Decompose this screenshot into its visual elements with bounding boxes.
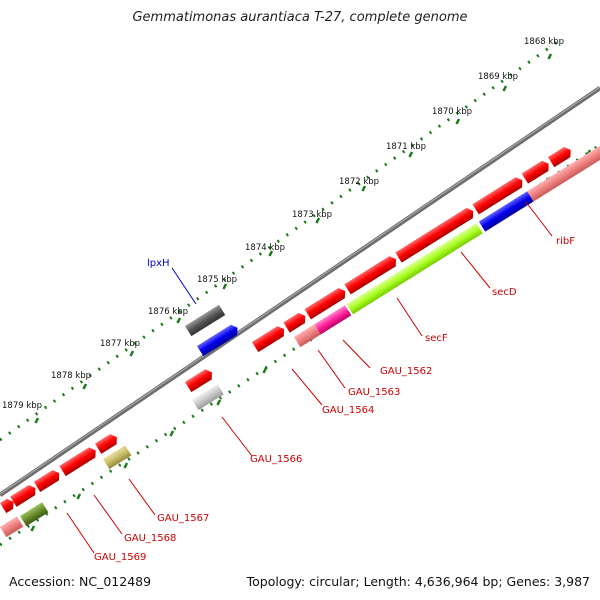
kbp-label: 1879 kbp [2,401,42,411]
kbp-label: 1878 kbp [51,371,91,381]
gene-arrow [521,160,549,184]
gene-arrow-blue [197,324,238,357]
kbp-label: 1870 kbp [432,107,472,117]
gene-arrow [472,177,523,215]
gene-arrow [314,305,352,335]
gene-arrow [0,498,14,514]
kbp-major-tick [82,383,88,390]
lpxH-leader [171,267,197,305]
gene-label-GAU_1569: GAU_1569 [94,552,146,563]
label-leaders [66,201,553,554]
inner-major-tick [262,367,268,374]
inner-major-tick [30,525,36,532]
kbp-label: 1877 kbp [100,339,140,349]
genome-backbone [0,86,600,497]
outer-scale-ring [0,38,561,442]
gene-arrow [294,324,321,348]
gene-arrow [304,287,346,320]
inner-major-tick [123,462,129,469]
gene-label-GAU_1568: GAU_1568 [124,533,176,544]
gene-arrow [344,256,396,295]
inner-major-tick [216,399,222,406]
gene-arrow-lpxH [185,304,226,337]
kbp-major-tick [129,350,135,357]
gene-arrow [252,326,285,353]
kbp-label: 1874 kbp [245,243,285,253]
gene-label-GAU_1566: GAU_1566 [250,454,302,465]
gene-label-ribF: ribF [556,236,575,247]
inner-major-tick [76,493,82,500]
gene-arrow [395,207,474,263]
kbp-major-tick [455,118,461,125]
map-title: Gemmatimonas aurantiaca T-27, complete g… [132,10,468,25]
kbp-major-tick [34,417,40,424]
gene-arrow [103,445,132,470]
gene-arrow [346,223,483,315]
kbp-label: 1872 kbp [339,177,379,187]
gene-arrow [10,484,36,507]
gene-arrow [94,434,117,454]
kbp-label: 1875 kbp [197,275,237,285]
kbp-major-tick [268,250,274,257]
kbp-label: 1871 kbp [386,142,426,152]
kbp-major-tick [408,151,414,158]
kbp-major-tick [361,185,367,192]
reverse-genes [0,141,600,538]
gene-label-GAU_1564: GAU_1564 [322,405,374,416]
gene-arrow [33,470,60,492]
gene-arrow [527,141,600,202]
gene-label-secD: secD [492,287,517,298]
kbp-major-tick [315,217,321,224]
gene-labels: lpxH ribF secD secF GAU_1562 GAU_1563 GA… [94,236,575,563]
kbp-labels: 1868 kbp 1869 kbp 1870 kbp 1871 kbp 1872 kbp… [2,37,564,411]
gene-label-secF: secF [425,333,448,344]
gene-arrow [185,369,212,393]
kbp-major-tick [222,283,228,290]
gene-arrow [478,191,534,232]
kbp-label: 1873 kbp [292,210,332,220]
kbp-label: 1869 kbp [478,72,518,82]
gene-label-GAU_1562: GAU_1562 [380,366,432,377]
kbp-label: 1868 kbp [524,37,564,47]
kbp-label: 1876 kbp [148,307,188,317]
gene-arrow [547,146,571,168]
gene-arrow [283,312,306,333]
accession-text: Accession: NC_012489 [9,574,152,589]
gene-arrow [0,516,24,538]
backbone-highlight [0,86,600,495]
gene-label-GAU_1563: GAU_1563 [348,387,400,398]
gene-arrow [59,447,96,477]
gene-label-lpxH: lpxH [147,258,170,269]
kbp-major-tick [176,317,182,324]
gene-arrow [20,502,49,527]
inner-major-tick [169,430,175,437]
gene-label-GAU_1567: GAU_1567 [157,513,209,524]
kbp-major-tick [502,85,508,92]
genome-stats-text: Topology: circular; Length: 4,636,964 bp… [246,574,590,589]
kbp-major-tick [547,53,553,60]
gene-arrow [192,384,224,411]
forward-genes [0,146,571,514]
